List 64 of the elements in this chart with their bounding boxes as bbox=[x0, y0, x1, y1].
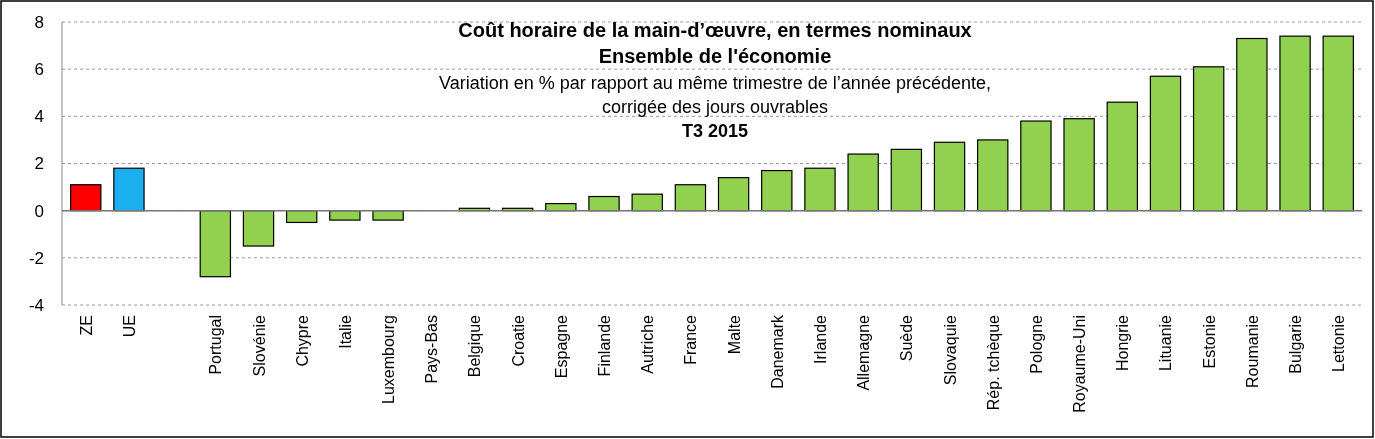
x-tick-label: Hongrie bbox=[1114, 314, 1132, 372]
x-tick-label: Finlande bbox=[596, 314, 614, 377]
bar bbox=[1020, 120, 1052, 212]
bar bbox=[1063, 118, 1095, 212]
text: Variation en % par rapport au même trimestre de l’année précédente, corrigée des jours ouvrables bbox=[439, 73, 991, 117]
x-tick-label: ZE bbox=[77, 315, 95, 336]
x-tick-label: Slovaquie bbox=[941, 314, 959, 386]
x-tick-label: Chypre bbox=[293, 314, 311, 367]
x-tick-label: Autriche bbox=[639, 314, 657, 374]
bar bbox=[847, 153, 879, 212]
bar bbox=[1106, 101, 1139, 212]
annotation: T3 2015 bbox=[681, 121, 749, 141]
bar bbox=[977, 139, 1009, 212]
x-tick-label: Luxembourg bbox=[380, 315, 398, 404]
y-tick-label: 0 bbox=[34, 201, 44, 221]
bar bbox=[890, 148, 923, 212]
x-tick-label: Espagne bbox=[552, 314, 570, 379]
bar bbox=[1192, 66, 1225, 212]
y-tick-label: -4 bbox=[28, 295, 44, 315]
bar bbox=[631, 193, 663, 212]
y-tick-label: 6 bbox=[34, 60, 44, 80]
bar bbox=[674, 184, 707, 212]
x-tick-label: Croatie bbox=[509, 314, 527, 367]
x-tick-label: Irlande bbox=[811, 314, 829, 364]
x-tick-label: Estonie bbox=[1200, 314, 1218, 369]
x-tick-label: Pologne bbox=[1027, 314, 1045, 374]
bar bbox=[329, 210, 361, 221]
x-tick-label: Slovénie bbox=[250, 314, 268, 377]
x-tick-label: Rép. tchèque bbox=[984, 314, 1002, 411]
bar bbox=[1149, 75, 1182, 212]
y-tick-label: 4 bbox=[34, 107, 44, 127]
bar bbox=[199, 210, 232, 278]
x-tick-label: Royaume-Uni bbox=[1071, 315, 1089, 413]
bar bbox=[1236, 37, 1268, 212]
bar bbox=[588, 195, 620, 212]
bar bbox=[372, 210, 404, 221]
x-tick-label: Roumanie bbox=[1243, 314, 1261, 388]
bar bbox=[761, 169, 793, 212]
bar bbox=[70, 184, 102, 212]
x-tick-label: Portugal bbox=[207, 315, 225, 375]
bar bbox=[1322, 35, 1354, 212]
y-tick-label: -2 bbox=[28, 248, 44, 268]
y-tick-label: 8 bbox=[34, 12, 44, 32]
bar bbox=[285, 210, 318, 224]
x-tick-label: Belgique bbox=[466, 314, 484, 378]
bar bbox=[242, 210, 275, 247]
x-tick-label: Malte bbox=[725, 314, 743, 355]
x-tick-label: Bulgarie bbox=[1287, 314, 1305, 374]
x-tick-label: Danemark bbox=[768, 314, 786, 389]
bar bbox=[717, 177, 750, 212]
x-tick-label: Pays-Bas bbox=[423, 315, 441, 384]
text: Coût horaire de la main-d’œuvre, en termes nominaux Ensemble de l'économie bbox=[458, 19, 972, 67]
y-tick-label: 2 bbox=[34, 154, 44, 174]
x-tick-label: UE bbox=[120, 315, 138, 338]
bar bbox=[804, 167, 836, 212]
x-tick-label: Suède bbox=[898, 314, 916, 362]
x-tick-label: Allemagne bbox=[855, 314, 873, 391]
x-tick-label: Lituanie bbox=[1157, 314, 1175, 372]
x-tick-label: Lettonie bbox=[1330, 314, 1348, 372]
x-tick-label: France bbox=[682, 314, 700, 365]
bar bbox=[113, 167, 145, 212]
bar bbox=[933, 141, 966, 212]
x-tick-label: Italie bbox=[336, 314, 354, 349]
bar bbox=[1279, 35, 1311, 212]
